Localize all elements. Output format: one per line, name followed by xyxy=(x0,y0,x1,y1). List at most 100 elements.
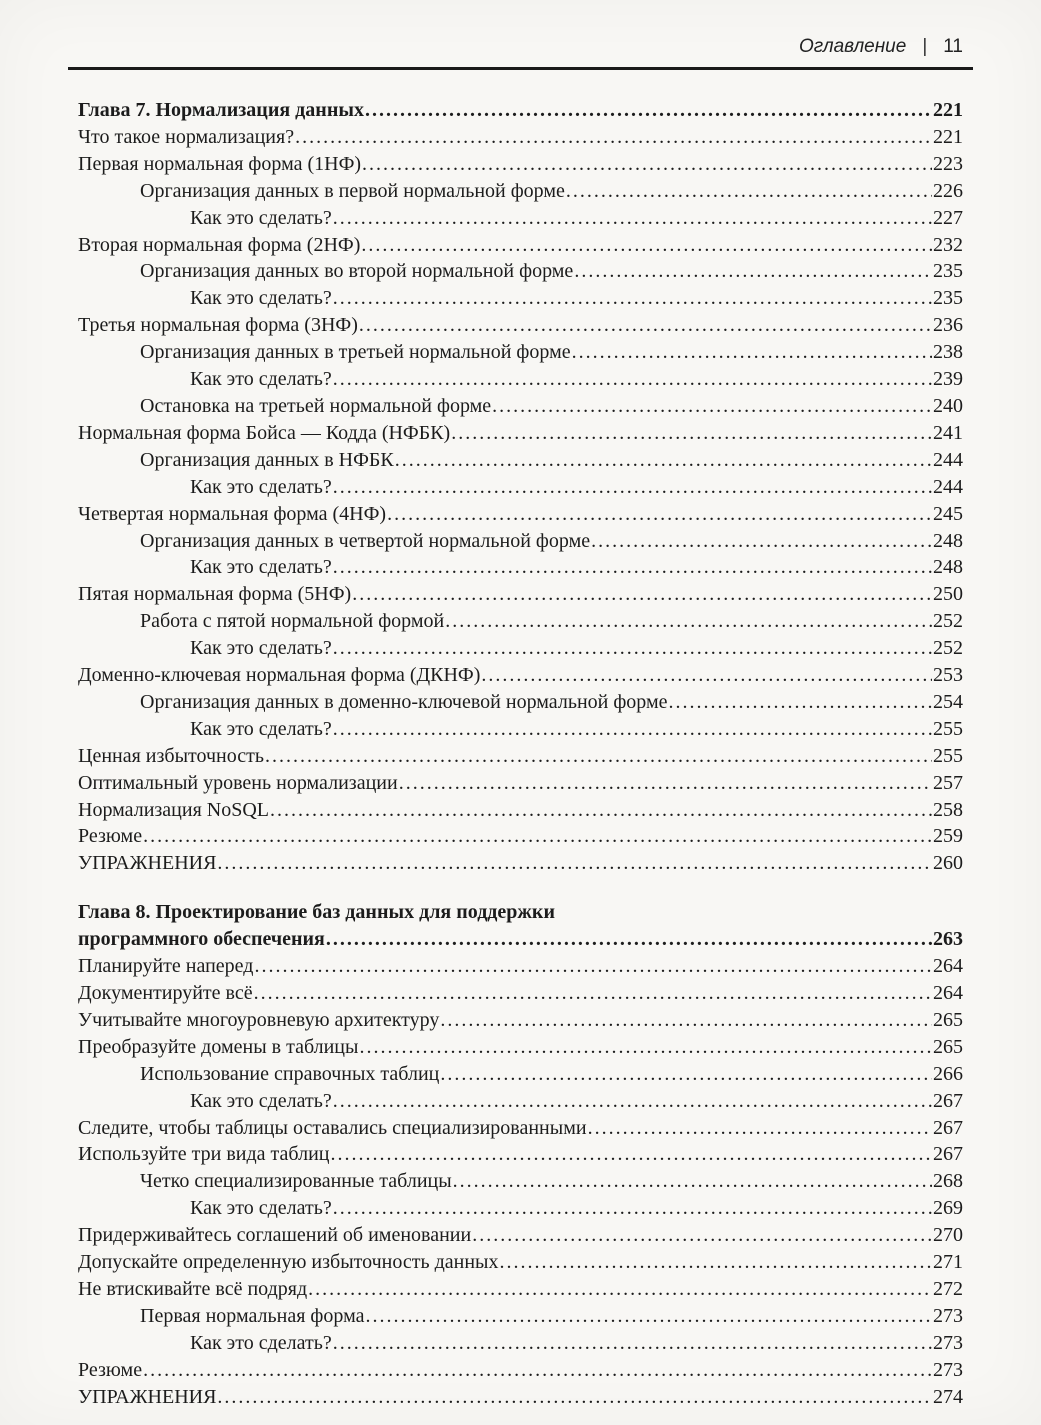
toc-entry-page-number: 221 xyxy=(933,99,963,121)
toc-entry-label: Допускайте определенную избыточность дан… xyxy=(78,1251,499,1274)
toc-entry-label: Резюме xyxy=(78,1358,143,1381)
toc-entry: Вторая нормальная форма (2НФ) 232 xyxy=(78,232,963,259)
toc-entry: Организация данных в доменно-ключевой но… xyxy=(78,689,963,716)
toc-entry: Работа с пятой нормальной формой 252 xyxy=(78,608,963,635)
toc-entry-label: Резюме xyxy=(78,825,143,848)
toc-entry-page-number: 254 xyxy=(933,690,963,713)
toc-entry: Как это сделать? 227 xyxy=(78,205,963,232)
toc-entry-page-number: 226 xyxy=(933,179,963,202)
toc-leader-dots xyxy=(333,1088,932,1115)
toc-entry: Организация данных в третьей нормальной … xyxy=(78,339,963,366)
toc-leader-dots xyxy=(492,393,932,420)
toc-entry: Учитывайте многоуровневую архитектуру 26… xyxy=(78,1007,963,1034)
toc-entry: Ценная избыточность 255 xyxy=(78,743,963,770)
toc-leader-dots xyxy=(217,850,932,877)
toc-entry-label: Как это сделать? xyxy=(190,475,332,498)
toc-entry: Преобразуйте домены в таблицы 265 xyxy=(78,1034,963,1061)
toc-leader-dots xyxy=(333,366,932,393)
toc-entry: Как это сделать? 273 xyxy=(78,1330,963,1357)
toc-entry-page-number: 252 xyxy=(933,637,963,660)
toc-entry-label: Доменно-ключевая нормальная форма (ДКНФ) xyxy=(78,664,481,687)
toc-entry-label: Что такое нормализация? xyxy=(78,125,295,148)
toc-entry-label: Глава 8. Проектирование баз данных для п… xyxy=(78,901,555,924)
toc-leader-dots xyxy=(333,285,932,312)
toc-leader-dots xyxy=(566,178,932,205)
toc-entry-page-number: 252 xyxy=(933,610,963,633)
toc-entry: Использование справочных таблиц 266 xyxy=(78,1061,963,1088)
toc-entry-label: Как это сделать? xyxy=(190,368,332,391)
toc-entry: УПРАЖНЕНИЯ 274 xyxy=(78,1384,963,1411)
toc-entry-label: Нормальная форма Бойса — Кодда (НФБК) xyxy=(78,421,451,444)
toc-entry-label: Четко специализированные таблицы xyxy=(140,1170,452,1193)
toc-entry-page-number: 260 xyxy=(933,852,963,875)
toc-leader-dots xyxy=(445,608,932,635)
toc-entry: Планируйте наперед 264 xyxy=(78,953,963,980)
toc-entry-page-number: 240 xyxy=(933,394,963,417)
toc-entry-label: Используйте три вида таблиц xyxy=(78,1143,330,1166)
toc-entry-page-number: 271 xyxy=(933,1251,963,1274)
toc-entry: Организация данных в четвертой нормально… xyxy=(78,528,963,555)
toc-leader-dots xyxy=(362,151,932,178)
toc-leader-dots xyxy=(254,953,932,980)
toc-leader-dots xyxy=(333,554,932,581)
toc-entry: Организация данных в первой нормальной ф… xyxy=(78,178,963,205)
toc-entry-label: Учитывайте многоуровневую архитектуру xyxy=(78,1008,440,1031)
toc-leader-dots xyxy=(333,205,932,232)
toc-entry-label: Как это сделать? xyxy=(190,206,332,229)
toc-entry-page-number: 266 xyxy=(933,1062,963,1085)
toc-entry: Как это сделать? 267 xyxy=(78,1088,963,1115)
toc-entry: Третья нормальная форма (3НФ) 236 xyxy=(78,312,963,339)
toc-entry-label: Как это сделать? xyxy=(190,287,332,310)
toc-entry-label: программного обеспечения xyxy=(78,928,325,951)
toc-entry-label: Остановка на третьей нормальной форме xyxy=(140,394,492,417)
toc-leader-dots xyxy=(254,980,932,1007)
toc-leader-dots xyxy=(365,97,932,124)
toc-entry-page-number: 265 xyxy=(933,1035,963,1058)
toc-leader-dots xyxy=(308,1276,932,1303)
toc-leader-dots xyxy=(333,635,932,662)
toc-leader-dots xyxy=(399,770,932,797)
header-separator: | xyxy=(922,36,928,57)
toc-entry-label: Первая нормальная форма xyxy=(140,1304,365,1327)
toc-entry: Как это сделать? 235 xyxy=(78,285,963,312)
toc-entry-label: Первая нормальная форма (1НФ) xyxy=(78,152,362,175)
toc-entry: Как это сделать? 252 xyxy=(78,635,963,662)
toc-entry: Придерживайтесь соглашений об именовании… xyxy=(78,1222,963,1249)
toc-leader-dots xyxy=(395,447,932,474)
toc-leader-dots xyxy=(499,1249,932,1276)
toc-entry-page-number: 245 xyxy=(933,502,963,525)
toc-entry-label: Как это сделать? xyxy=(190,1331,332,1354)
toc-entry-page-number: 270 xyxy=(933,1224,963,1247)
toc-entry-page-number: 273 xyxy=(933,1358,963,1381)
toc-list: Глава 7. Нормализация данных 221 Что так… xyxy=(78,97,963,1411)
toc-entry-label: Глава 7. Нормализация данных xyxy=(78,99,364,121)
toc-entry: Остановка на третьей нормальной форме 24… xyxy=(78,393,963,420)
toc-leader-dots xyxy=(333,474,932,501)
toc-leader-dots xyxy=(359,1034,932,1061)
toc-leader-dots xyxy=(330,1141,932,1168)
toc-leader-dots xyxy=(591,528,932,555)
toc-entry-page-number: 244 xyxy=(933,448,963,471)
toc-leader-dots xyxy=(295,124,932,151)
toc-entry-page-number: 232 xyxy=(933,233,963,256)
toc-entry-label: Ценная избыточность xyxy=(78,744,264,767)
toc-entry-label: УПРАЖНЕНИЯ xyxy=(78,852,217,875)
toc-entry-label: Организация данных в четвертой нормально… xyxy=(140,529,591,552)
toc-entry-page-number: 273 xyxy=(933,1331,963,1354)
toc-entry: Как это сделать? 255 xyxy=(78,716,963,743)
toc-leader-dots xyxy=(352,581,932,608)
toc-entry: Как это сделать? 269 xyxy=(78,1195,963,1222)
toc-entry-label: Использование справочных таблиц xyxy=(140,1062,440,1085)
toc-entry-page-number: 267 xyxy=(933,1116,963,1139)
toc-entry-label: Документируйте всё xyxy=(78,982,253,1004)
toc-leader-dots xyxy=(361,232,932,259)
toc-entry: Что такое нормализация? 221 xyxy=(78,124,963,151)
toc-entry-page-number: 273 xyxy=(933,1304,963,1327)
toc-leader-dots xyxy=(387,501,932,528)
toc-entry-page-number: 259 xyxy=(933,825,963,848)
toc-entry-label: Как это сделать? xyxy=(190,637,332,660)
toc-entry-label: Четвертая нормальная форма (4НФ) xyxy=(78,502,387,525)
toc-entry: Четко специализированные таблицы 268 xyxy=(78,1168,963,1195)
toc-entry: Пятая нормальная форма (5НФ) 250 xyxy=(78,581,963,608)
